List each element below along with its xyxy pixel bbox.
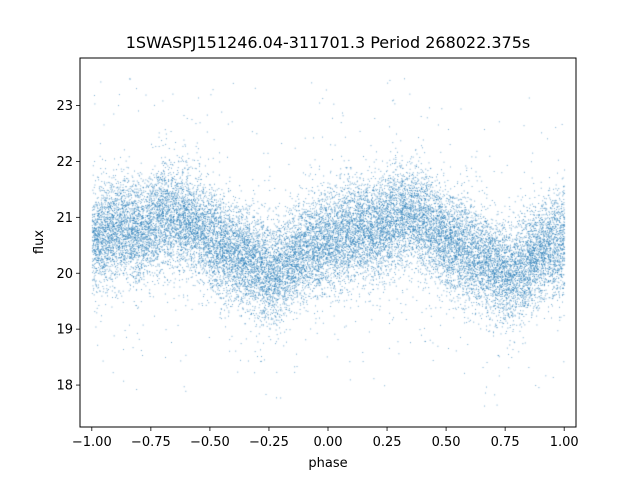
y-tick-label: 18: [56, 379, 73, 394]
chart-title: 1SWASPJ151246.04-311701.3 Period 268022.…: [126, 33, 531, 52]
y-tick-label: 19: [56, 323, 73, 338]
scatter-points: [80, 58, 576, 427]
x-axis-ticks: −1.00 −0.75 −0.50 −0.25 0.00 0.25 0.50 0.75 1.00: [72, 427, 579, 450]
x-tick-label: 0.25: [373, 435, 402, 450]
y-tick-label: 20: [56, 267, 73, 282]
x-tick-label: 1.00: [550, 435, 579, 450]
x-tick-label: 0.50: [432, 435, 461, 450]
y-tick-label: 22: [56, 155, 73, 170]
x-tick-label: −0.25: [249, 435, 289, 450]
y-axis-label: flux: [32, 230, 47, 254]
x-axis-label: phase: [308, 456, 347, 471]
data-points: [80, 58, 576, 427]
x-tick-label: −0.75: [131, 435, 171, 450]
y-axis-ticks: 18 19 20 21 22 23: [56, 99, 80, 394]
x-tick-label: 0.00: [314, 435, 343, 450]
x-tick-label: −1.00: [72, 435, 112, 450]
y-tick-label: 21: [56, 211, 73, 226]
x-tick-label: −0.50: [190, 435, 230, 450]
y-tick-label: 23: [56, 99, 73, 114]
x-tick-label: 0.75: [491, 435, 520, 450]
